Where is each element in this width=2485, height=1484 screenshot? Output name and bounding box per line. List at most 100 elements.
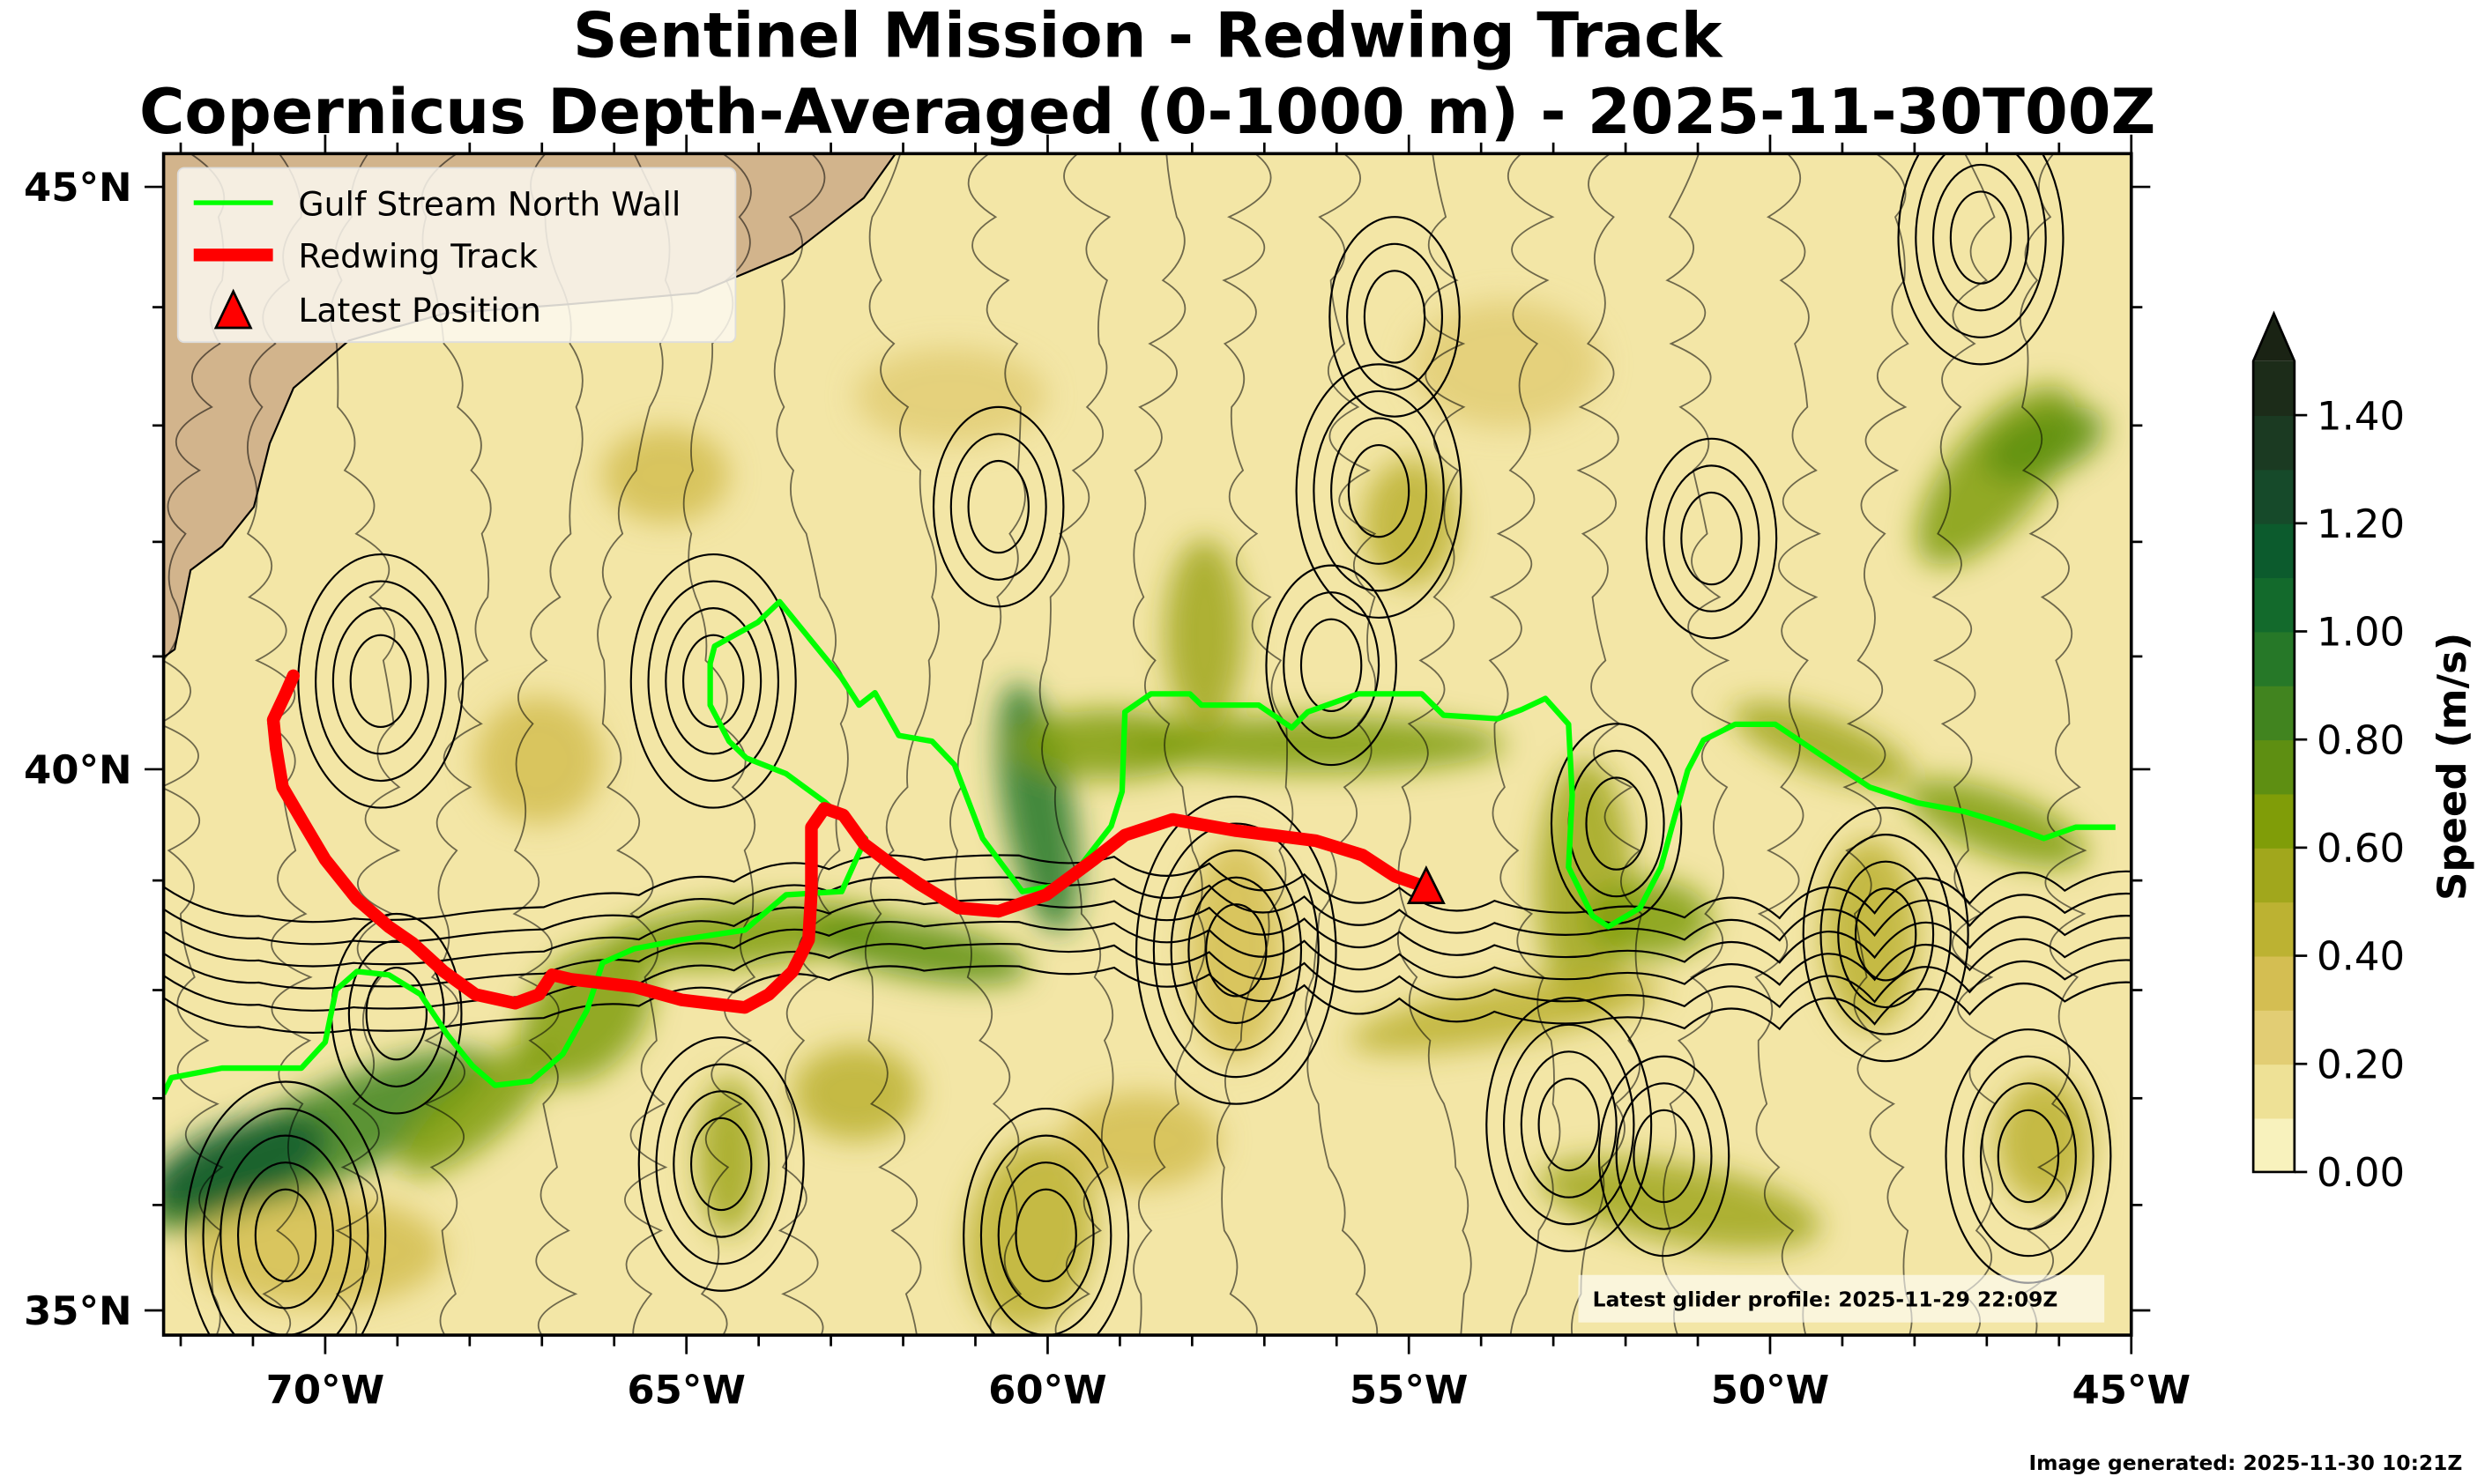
- speed-blob: [475, 696, 603, 824]
- streamline: [2019, 153, 2087, 1336]
- colorbar-band: [2253, 577, 2295, 633]
- streamline: [163, 153, 226, 1336]
- redwing-track-line: [266, 669, 1432, 1014]
- speed-blob: [697, 1077, 762, 1235]
- streamline: [254, 1188, 317, 1283]
- colorbar-label: Speed (m/s): [2429, 633, 2475, 901]
- streamline: [1305, 153, 1379, 1336]
- streamline: [1346, 242, 1444, 391]
- streamline: [1265, 564, 1397, 767]
- streamline: [1663, 464, 1760, 612]
- streamline: [1330, 417, 1428, 565]
- lon-tick-label: 50°W: [1711, 1366, 1830, 1413]
- streamline: [1502, 1023, 1635, 1226]
- streamline: [949, 433, 1047, 581]
- streamline: [1313, 390, 1445, 592]
- streamline: [665, 607, 763, 755]
- streamline: [1915, 153, 2047, 338]
- streamline: [1597, 1055, 1730, 1258]
- lon-tick-label: 45°W: [2072, 1366, 2191, 1413]
- streamline: [682, 153, 756, 1336]
- streamline: [1997, 1109, 2060, 1204]
- speed-blob: [965, 1140, 1095, 1330]
- streamline: [1571, 153, 1645, 1336]
- speed-blob: [1536, 760, 1633, 1014]
- colorbar-tick-label: 0.60: [2317, 825, 2405, 872]
- lat-tick-label: 45°N: [24, 164, 132, 211]
- colorbar-band: [2253, 1117, 2295, 1173]
- streamline: [864, 153, 941, 1336]
- streamline: [1295, 363, 1462, 619]
- title-line-1: Sentinel Mission - Redwing Track: [573, 0, 1723, 72]
- streamline: [647, 580, 779, 783]
- speed-blob: [1125, 716, 1506, 774]
- streamline: [184, 1080, 387, 1336]
- streamline: [597, 153, 673, 1336]
- streamline: [1897, 153, 2065, 366]
- streamline: [163, 898, 2132, 968]
- streamline: [246, 153, 313, 1336]
- colorbar-tick-label: 1.00: [2317, 609, 2405, 656]
- streamline: [1932, 163, 2030, 312]
- streamline: [1488, 153, 1561, 1336]
- streamline: [1038, 153, 1114, 1336]
- colorbar-extend-arrow: [2253, 313, 2295, 361]
- colorbar-band: [2253, 1009, 2295, 1065]
- streamline: [163, 854, 2132, 924]
- streamline: [1802, 806, 1969, 1063]
- latest-position-marker[interactable]: [1406, 865, 1446, 904]
- streamline: [773, 153, 849, 1336]
- streamline: [689, 1117, 753, 1212]
- colorbar-band: [2253, 415, 2295, 471]
- streamlines: [163, 153, 2132, 1336]
- streamline: [1819, 834, 1952, 1035]
- streamline: [163, 920, 2132, 990]
- streamline: [1133, 153, 1207, 1336]
- streamline: [202, 1108, 369, 1336]
- speed-blob: [1983, 406, 2105, 481]
- colorbar-band: [2253, 739, 2295, 795]
- annotation-box: [1578, 1274, 2105, 1323]
- plot-frame: [161, 152, 2133, 1337]
- streamline: [1837, 860, 1935, 1009]
- streamline: [1854, 887, 1917, 982]
- streamline: [1585, 776, 1648, 871]
- streamline: [315, 580, 447, 783]
- colorbar-band: [2253, 847, 2295, 903]
- streamline: [1328, 216, 1461, 418]
- streamline: [1347, 443, 1410, 538]
- lon-tick-label: 70°W: [266, 1366, 385, 1413]
- colorbar-tick-label: 0.00: [2317, 1149, 2405, 1196]
- streamline: [163, 876, 2132, 946]
- lon-tick-label: 55°W: [1350, 1366, 1469, 1413]
- lon-tick-label: 60°W: [988, 1366, 1107, 1413]
- title-line-2: Copernicus Depth-Averaged (0-1000 m) - 2…: [139, 76, 2155, 148]
- speed-blob: [1164, 538, 1245, 729]
- streamline: [347, 939, 445, 1087]
- streamline: [1842, 153, 1913, 1336]
- streamline: [349, 634, 413, 729]
- streamline: [329, 153, 401, 1336]
- legend-north-wall-label: Gulf Stream North Wall: [298, 184, 681, 223]
- streamline: [365, 967, 428, 1061]
- speed-blob: [399, 1042, 553, 1176]
- colorbar-band: [2253, 902, 2295, 957]
- colorbar-tick-label: 0.80: [2317, 716, 2405, 763]
- gulf-stream-north-wall-line: [163, 598, 2116, 1095]
- speed-field: [163, 301, 2105, 1330]
- speed-blob: [1349, 974, 1662, 1053]
- streamline: [997, 1161, 1095, 1310]
- streamline: [1485, 997, 1653, 1252]
- speed-blob: [163, 1114, 329, 1214]
- streamline: [1187, 876, 1285, 1025]
- streamline: [1520, 1050, 1618, 1198]
- speed-blob: [1410, 301, 1601, 428]
- colorbar-tick-label: 0.40: [2317, 933, 2405, 980]
- colorbar-band: [2253, 523, 2295, 579]
- colorbar-tick-label: 1.20: [2317, 501, 2405, 547]
- streamline: [655, 1063, 787, 1265]
- legend-triangle-icon: [213, 288, 253, 330]
- streamline: [1931, 153, 1998, 1336]
- speed-blob: [1539, 1157, 1821, 1250]
- legend-track-label: Redwing Track: [298, 237, 538, 276]
